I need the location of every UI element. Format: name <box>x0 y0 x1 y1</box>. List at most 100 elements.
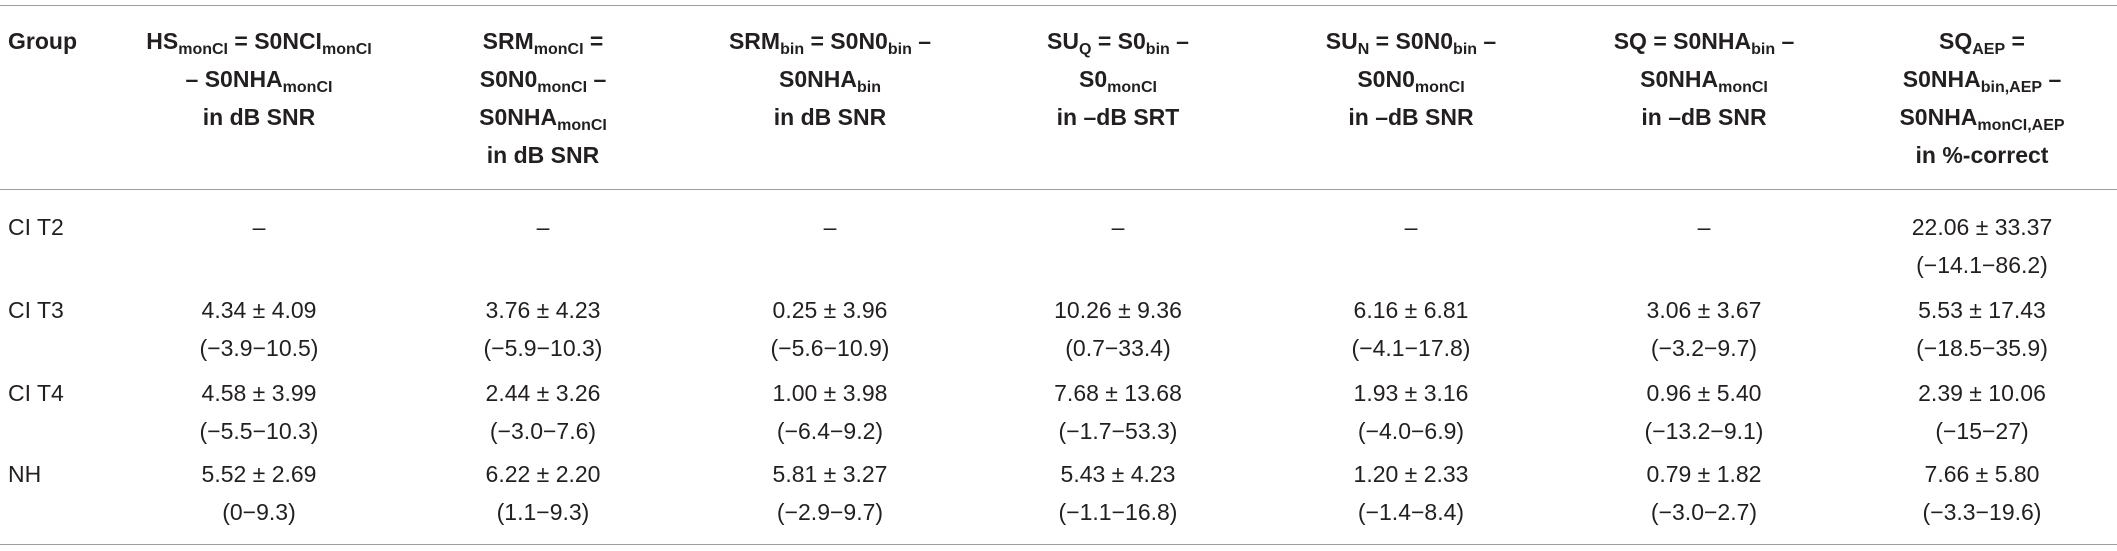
header-text: in dB SNR <box>486 142 600 168</box>
range: (−3.2−9.7) <box>1650 335 1758 361</box>
range: (−4.1−17.8) <box>1351 335 1471 361</box>
range: (−1.7−53.3) <box>1058 418 1178 444</box>
header-text: S0NHA <box>779 66 857 92</box>
mean-sd: – <box>1111 214 1125 240</box>
value-cell: 7.66 ± 5.80 (−3.3−19.6) <box>1923 455 2042 531</box>
value-cell: 10.26 ± 9.36 (0.7−33.4) <box>1054 291 1182 367</box>
range: (−18.5−35.9) <box>1916 335 2048 361</box>
value-cell: 2.39 ± 10.06 (−15−27) <box>1918 374 2046 450</box>
header-cell: SUN = S0N0bin – S0N0monCI in –dB SNR <box>1326 22 1496 136</box>
group-text: CI T2 <box>8 214 64 240</box>
header-line: S0N0monCI – <box>479 60 607 98</box>
header-subscript: monCI <box>178 41 228 58</box>
header-text: – <box>1477 28 1497 54</box>
header-subscript: monCI <box>282 79 333 96</box>
mean-sd: 5.53 ± 17.43 <box>1918 297 2046 323</box>
header-subscript: monCI,AEP <box>1977 117 2065 134</box>
header-text: SU <box>1325 28 1358 54</box>
header-line: S0NHAmonCI <box>1614 60 1795 98</box>
header-text: = S0NCI <box>227 28 322 54</box>
header-text: = <box>2005 28 2025 54</box>
header-line: SUN = S0N0bin – <box>1326 22 1496 60</box>
value-cell: – <box>1112 208 1125 246</box>
header-text: SRM <box>482 28 534 54</box>
header-line: S0NHAbin <box>729 60 931 98</box>
value-cell: 6.16 ± 6.81 (−4.1−17.8) <box>1352 291 1471 367</box>
header-line: in dB SNR <box>146 98 371 136</box>
range: (−5.9−10.3) <box>483 335 603 361</box>
header-subscript: bin <box>887 41 912 58</box>
value-cell: 3.76 ± 4.23 (−5.9−10.3) <box>484 291 603 367</box>
mean-sd: – <box>252 214 266 240</box>
header-text: = S0N0 <box>1369 28 1454 54</box>
value-cell: 4.34 ± 4.09 (−3.9−10.5) <box>200 291 319 367</box>
header-text: – <box>1775 28 1795 54</box>
header-subscript: bin <box>1145 41 1170 58</box>
header-text: HS <box>146 28 179 54</box>
header-line: S0NHAbin,AEP – <box>1899 60 2064 98</box>
range: (−5.5−10.3) <box>199 418 319 444</box>
mean-sd: – <box>536 214 550 240</box>
value-cell: 5.53 ± 17.43 (−18.5−35.9) <box>1916 291 2048 367</box>
value-cell: 0.96 ± 5.40 (−13.2−9.1) <box>1645 374 1764 450</box>
range: (0.7−33.4) <box>1065 335 1171 361</box>
value-cell: – <box>253 208 266 246</box>
range: (−3.0−7.6) <box>489 418 597 444</box>
mean-sd: 0.79 ± 1.82 <box>1646 461 1762 487</box>
range: (−3.9−10.5) <box>199 335 319 361</box>
header-line: S0monCI <box>1047 60 1189 98</box>
header-text: S0NHA <box>1899 104 1978 130</box>
header-line: SQ = S0NHAbin – <box>1614 22 1795 60</box>
value-cell: 22.06 ± 33.37 (−14.1−86.2) <box>1912 208 2053 284</box>
header-subscript: Q <box>1078 41 1092 58</box>
header-text: – <box>2042 66 2062 92</box>
header-cell: SUQ = S0bin – S0monCI in –dB SRT <box>1047 22 1189 136</box>
header-line: SQAEP = <box>1899 22 2064 60</box>
header-subscript: AEP <box>1972 41 2006 58</box>
mean-sd: 1.00 ± 3.98 <box>772 380 888 406</box>
value-cell: – <box>537 208 550 246</box>
header-line: S0N0monCI <box>1326 60 1496 98</box>
value-cell: – <box>1405 208 1418 246</box>
header-text: S0NHA <box>479 104 558 130</box>
header-subscript: monCI <box>1414 79 1465 96</box>
mean-sd: 2.44 ± 3.26 <box>485 380 601 406</box>
header-text: – <box>587 66 607 92</box>
header-cell: SRMbin = S0N0bin – S0NHAbin in dB SNR <box>729 22 931 136</box>
header-line: SUQ = S0bin – <box>1047 22 1189 60</box>
header-line: SRMmonCI = <box>479 22 607 60</box>
value-cell: 5.52 ± 2.69 (0−9.3) <box>202 455 317 531</box>
header-cell: Group <box>8 22 77 60</box>
header-line: in –dB SRT <box>1047 98 1189 136</box>
mean-sd: – <box>1404 214 1418 240</box>
header-line: – S0NHAmonCI <box>146 60 371 98</box>
header-rule <box>0 189 2117 190</box>
header-text: S0N0 <box>479 66 538 92</box>
header-text: SQ = S0NHA <box>1613 28 1752 54</box>
header-subscript: monCI <box>321 41 372 58</box>
value-cell: 5.81 ± 3.27 (−2.9−9.7) <box>773 455 888 531</box>
mean-sd: 10.26 ± 9.36 <box>1054 297 1182 323</box>
range: (−4.0−6.9) <box>1357 418 1465 444</box>
header-text: = S0 <box>1091 28 1146 54</box>
header-text: in –dB SNR <box>1641 104 1767 130</box>
header-cell: HSmonCI = S0NCImonCI – S0NHAmonCI in dB SN… <box>146 22 371 136</box>
header-text: S0NHA <box>1902 66 1981 92</box>
header-text: in dB SNR <box>773 104 887 130</box>
range: (−14.1−86.2) <box>1916 252 2048 278</box>
header-subscript: monCI <box>557 117 607 134</box>
header-subscript: bin <box>856 79 881 96</box>
header-line: in %-correct <box>1899 136 2064 174</box>
header-line: S0NHAmonCI,AEP <box>1899 98 2064 136</box>
mean-sd: 1.20 ± 2.33 <box>1353 461 1469 487</box>
header-subscript: monCI <box>537 79 588 96</box>
group-label: NH <box>8 455 41 493</box>
range: (−15−27) <box>1935 418 2029 444</box>
header-text: S0N0 <box>1357 66 1415 92</box>
group-text: NH <box>8 461 42 487</box>
mean-sd: 4.58 ± 3.99 <box>201 380 317 406</box>
header-text: in –dB SNR <box>1348 104 1474 130</box>
value-cell: 1.00 ± 3.98 (−6.4−9.2) <box>773 374 888 450</box>
value-cell: 1.93 ± 3.16 (−4.0−6.9) <box>1354 374 1469 450</box>
mean-sd: 6.22 ± 2.20 <box>485 461 601 487</box>
